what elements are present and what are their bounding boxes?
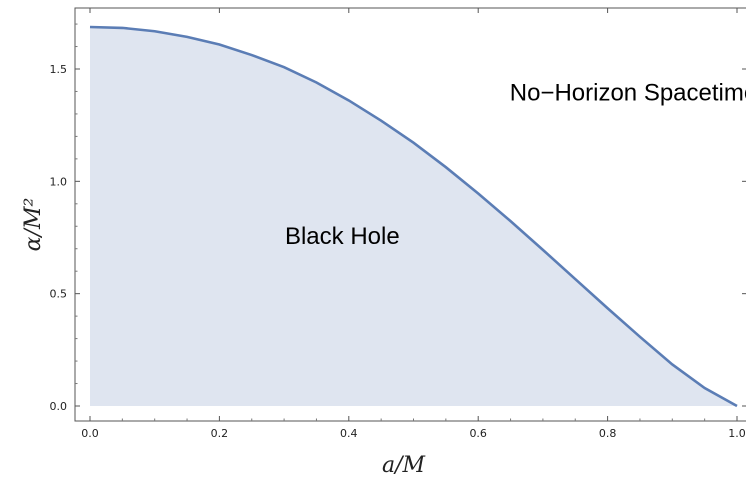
y-tick-label: 0.5 [50,288,68,301]
horizon-boundary-curve [89,25,738,408]
x-tick-label: 0.2 [211,427,229,440]
axis-ticks: 0.0 0.2 0.4 0.6 0.8 1.0 0.0 0.5 1.0 1.5 [50,8,746,440]
y-tick-label: 1.0 [50,175,68,188]
x-tick-label: 0.0 [81,427,99,440]
x-tick-label: 0.8 [599,427,617,440]
region-label: Black Hole [285,223,400,250]
region-label: No−Horizon Spacetime [510,79,746,106]
region-labels: Black Hole No−Horizon Spacetime [285,79,746,250]
x-tick-label: 0.6 [469,427,487,440]
x-tick-label: 1.0 [728,427,746,440]
y-tick-label: 0.0 [50,400,68,413]
plot-frame [74,7,746,422]
y-tick-label: 1.5 [50,63,68,76]
plot-frame-rect [74,7,746,422]
x-axis-title: a/M [382,453,426,478]
black-hole-region-fill [90,26,737,407]
x-tick-label: 0.4 [340,427,358,440]
y-axis-title: α/M² [21,198,46,252]
